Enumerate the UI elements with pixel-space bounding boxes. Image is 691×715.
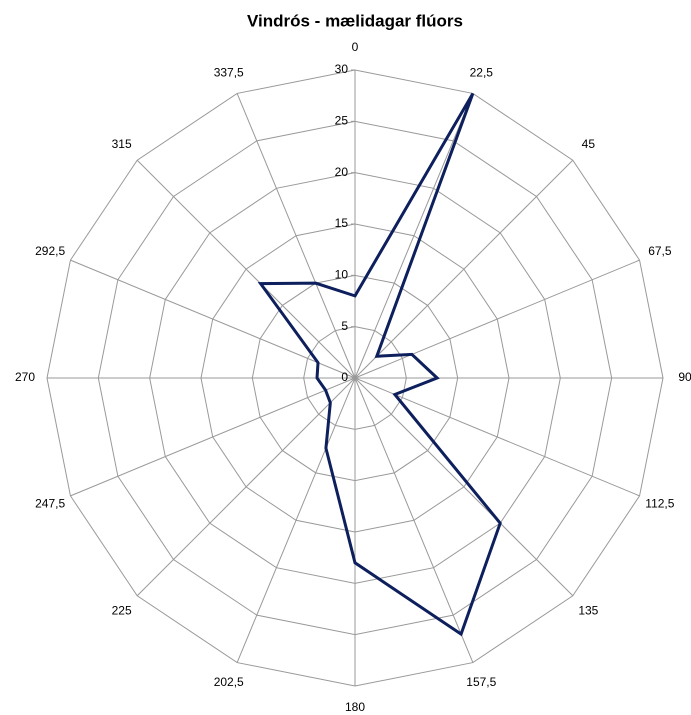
category-label: 90 — [678, 370, 691, 384]
category-label: 270 — [15, 370, 35, 384]
category-label: 180 — [345, 700, 365, 714]
category-label: 225 — [112, 604, 132, 618]
category-label: 22,5 — [470, 65, 494, 79]
spoke — [354, 93, 474, 379]
category-label: 45 — [582, 137, 596, 151]
series-line — [257, 92, 502, 637]
category-label: 67,5 — [648, 244, 672, 258]
spoke — [354, 159, 574, 379]
spoke — [236, 377, 356, 663]
y-tick-label: 0 — [341, 370, 348, 384]
category-label: 292,5 — [35, 244, 65, 258]
category-label: 157,5 — [466, 675, 496, 689]
spoke — [354, 259, 640, 379]
y-tick-label: 20 — [335, 165, 349, 179]
y-tick-label: 10 — [335, 268, 349, 282]
spoke — [70, 377, 356, 497]
spoke — [354, 377, 474, 663]
category-label: 135 — [578, 604, 598, 618]
category-label: 315 — [112, 137, 132, 151]
y-tick-label: 5 — [341, 319, 348, 333]
spoke — [354, 377, 640, 497]
spoke — [136, 159, 356, 379]
spoke — [136, 377, 356, 597]
y-tick-label: 15 — [335, 216, 349, 230]
y-tick-label: 25 — [335, 114, 349, 128]
category-label: 0 — [352, 40, 359, 54]
y-tick-label: 30 — [335, 62, 349, 76]
category-label: 202,5 — [214, 675, 244, 689]
category-label: 247,5 — [35, 496, 65, 510]
spoke — [236, 93, 356, 379]
chart-title: Vindrós - mælidagar flúors — [247, 11, 463, 30]
spoke — [70, 259, 356, 379]
category-label: 112,5 — [645, 496, 674, 510]
category-label: 337,5 — [214, 65, 244, 79]
spoke — [354, 377, 574, 597]
